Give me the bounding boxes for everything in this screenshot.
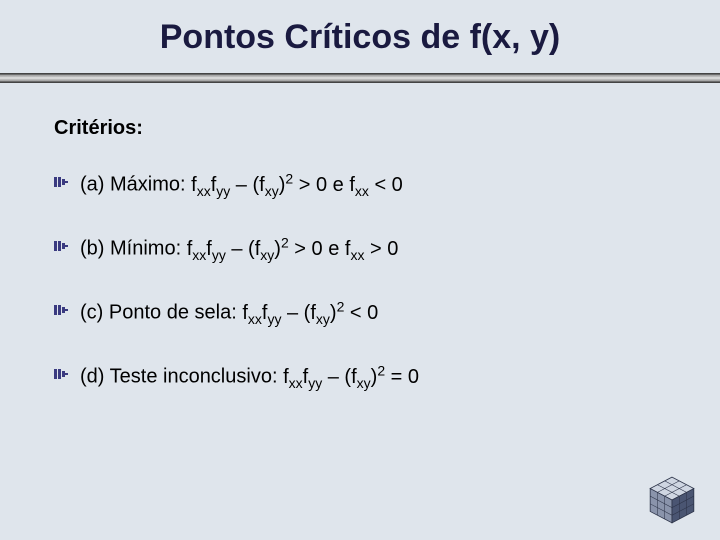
list-item: (a) Máximo: fxxfyy – (fxy)2 > 0 e fxx < …: [54, 170, 670, 200]
cube-icon: [646, 474, 698, 526]
bullet-icon: [54, 369, 68, 379]
list-item: (b) Mínimo: fxxfyy – (fxy)2 > 0 e fxx > …: [54, 234, 670, 264]
bullet-icon: [54, 241, 68, 251]
item-expr: fxxfyy – (fxy)2 > 0 e fxx < 0: [191, 174, 403, 196]
item-label: (c) Ponto de sela:: [80, 302, 242, 324]
bullet-icon: [54, 305, 68, 315]
item-expr: fxxfyy – (fxy)2 > 0 e fxx > 0: [187, 238, 399, 260]
item-label: (a) Máximo:: [80, 174, 191, 196]
slide-title: Pontos Críticos de f(x, y): [0, 0, 720, 67]
criteria-heading: Critérios:: [54, 117, 670, 140]
item-label: (d) Teste inconclusivo:: [80, 366, 283, 388]
list-item: (d) Teste inconclusivo: fxxfyy – (fxy)2 …: [54, 362, 670, 392]
item-expr: fxxfyy – (fxy)2 < 0: [242, 302, 378, 324]
item-expr: fxxfyy – (fxy)2 = 0: [283, 366, 419, 388]
item-label: (b) Mínimo:: [80, 238, 187, 260]
list-item: (c) Ponto de sela: fxxfyy – (fxy)2 < 0: [54, 298, 670, 328]
title-divider: [0, 73, 720, 83]
content-area: Critérios: (a) Máximo: fxxfyy – (fxy)2 >…: [0, 83, 720, 393]
bullet-icon: [54, 177, 68, 187]
